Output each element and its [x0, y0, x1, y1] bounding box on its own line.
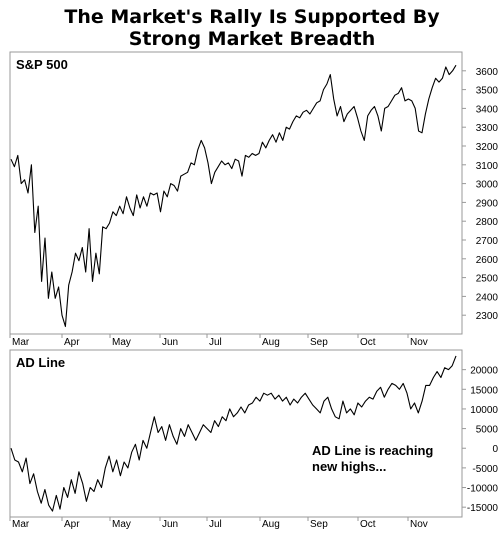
sp500-x-tick-label: Jun [162, 337, 178, 348]
adline-y-tick-label: -5000 [472, 464, 498, 475]
adline-y-tick-label: -15000 [467, 503, 499, 514]
adline-y-tick-label: -10000 [467, 484, 499, 495]
adline-y-tick-label: 20000 [470, 366, 498, 377]
sp500-y-tick-label: 3400 [476, 104, 499, 115]
adline-x-tick-label: Aug [262, 519, 280, 530]
sp500-x-tick-label: Nov [410, 337, 428, 348]
sp500-series-line [10, 64, 457, 328]
adline-x-tick-label: Nov [410, 519, 428, 530]
chart-title-line2: Strong Market Breadth [128, 28, 376, 50]
sp500-y-tick-label: 2800 [476, 217, 499, 228]
sp500-x-tick-label: Jul [209, 337, 222, 348]
sp500-y-tick-label: 3000 [476, 180, 499, 191]
sp500-y-tick-label: 3500 [476, 86, 499, 97]
adline-x-tick-label: Mar [12, 519, 30, 530]
sp500-x-tick-label: May [112, 337, 131, 348]
sp500-x-tick-label: Mar [12, 337, 30, 348]
adline-x-tick-label: Oct [360, 519, 376, 530]
adline-series-line [10, 355, 457, 512]
adline-annotation-line: AD Line is reaching [312, 443, 433, 458]
adline-panel-title: AD Line [16, 355, 65, 370]
adline-y-tick-label: 15000 [470, 385, 498, 396]
adline-annotation-line: new highs... [312, 459, 386, 474]
sp500-x-tick-label: Apr [64, 337, 80, 348]
adline-x-tick-label: Jul [209, 519, 222, 530]
adline-x-tick-label: Jun [162, 519, 178, 530]
sp500-x-tick-label: Sep [310, 337, 328, 348]
sp500-y-tick-label: 2700 [476, 236, 499, 247]
sp500-plot-frame [9, 51, 463, 335]
adline-y-tick-label: 5000 [476, 425, 499, 436]
sp500-y-tick-label: 2900 [476, 198, 499, 209]
chart-title-line1: The Market's Rally Is Supported By [64, 6, 440, 28]
adline-y-tick-label: 10000 [470, 405, 498, 416]
adline-x-tick-label: Sep [310, 519, 328, 530]
adline-x-tick-label: Apr [64, 519, 80, 530]
sp500-y-tick-label: 3600 [476, 67, 499, 78]
adline-y-tick-label: 0 [492, 444, 498, 455]
sp500-x-tick-label: Aug [262, 337, 280, 348]
sp500-y-tick-label: 2500 [476, 274, 499, 285]
sp500-y-tick-label: 3300 [476, 123, 499, 134]
sp500-y-tick-label: 2600 [476, 255, 499, 266]
sp500-y-tick-label: 2300 [476, 311, 499, 322]
sp500-y-tick-label: 2400 [476, 292, 499, 303]
sp500-panel-title: S&P 500 [16, 57, 68, 72]
sp500-x-tick-label: Oct [360, 337, 376, 348]
chart-title: The Market's Rally Is Supported By Stron… [0, 6, 504, 50]
adline-plot-frame [9, 349, 463, 518]
sp500-y-tick-label: 3100 [476, 161, 499, 172]
adline-x-tick-label: May [112, 519, 131, 530]
sp500-y-tick-label: 3200 [476, 142, 499, 153]
